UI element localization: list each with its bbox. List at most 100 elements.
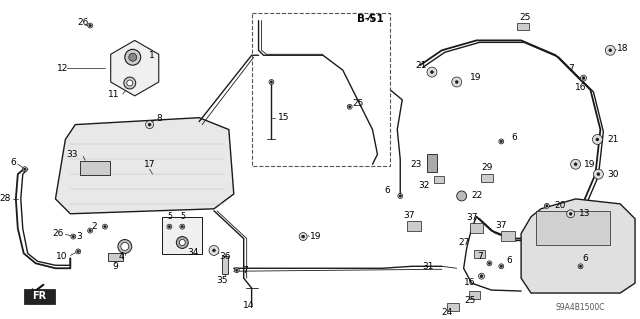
- Text: 16: 16: [464, 278, 476, 287]
- Text: 33: 33: [67, 150, 78, 159]
- Circle shape: [545, 204, 549, 208]
- Text: 5: 5: [168, 212, 172, 221]
- Text: 6: 6: [511, 133, 517, 142]
- Text: 5: 5: [180, 212, 185, 221]
- Circle shape: [77, 250, 79, 253]
- Text: 19: 19: [584, 160, 595, 169]
- Circle shape: [270, 81, 273, 83]
- Text: 8: 8: [157, 114, 163, 123]
- Text: 23: 23: [411, 160, 422, 169]
- Text: 15: 15: [278, 113, 290, 122]
- Text: 14: 14: [243, 301, 254, 310]
- Bar: [481, 174, 493, 182]
- Circle shape: [580, 75, 586, 81]
- Circle shape: [89, 24, 92, 27]
- Circle shape: [500, 265, 502, 267]
- Text: 25: 25: [464, 296, 476, 306]
- Circle shape: [127, 80, 132, 86]
- Circle shape: [431, 70, 433, 74]
- Circle shape: [593, 169, 604, 179]
- Circle shape: [124, 77, 136, 89]
- Circle shape: [209, 246, 219, 256]
- Bar: [24, 289, 56, 304]
- Circle shape: [399, 195, 401, 197]
- Text: 37: 37: [466, 213, 477, 222]
- Circle shape: [499, 264, 504, 269]
- Text: 7: 7: [477, 252, 483, 261]
- Bar: [222, 256, 228, 274]
- Text: 3: 3: [76, 232, 82, 241]
- Text: 27: 27: [458, 238, 470, 247]
- Text: 20: 20: [555, 201, 566, 210]
- Text: 25: 25: [353, 99, 364, 108]
- Circle shape: [168, 226, 171, 228]
- Text: 32: 32: [419, 181, 430, 189]
- Circle shape: [569, 212, 572, 215]
- Text: 21: 21: [415, 61, 427, 70]
- Circle shape: [452, 77, 461, 87]
- Circle shape: [148, 123, 151, 126]
- Text: 2: 2: [92, 222, 97, 231]
- Text: 6: 6: [506, 256, 512, 265]
- Circle shape: [427, 67, 437, 77]
- Circle shape: [146, 121, 154, 129]
- Bar: [468, 291, 481, 299]
- Circle shape: [269, 79, 274, 85]
- Text: 7: 7: [568, 63, 573, 73]
- Circle shape: [234, 268, 239, 273]
- Text: S9A4B1500C: S9A4B1500C: [556, 303, 605, 312]
- Text: 18: 18: [617, 44, 628, 53]
- Text: 37: 37: [403, 211, 415, 220]
- Circle shape: [398, 193, 403, 198]
- Text: 25: 25: [520, 13, 531, 22]
- Text: 6: 6: [10, 158, 16, 167]
- Circle shape: [212, 249, 216, 252]
- Bar: [434, 176, 444, 183]
- Text: 26: 26: [52, 229, 63, 238]
- Circle shape: [582, 77, 585, 79]
- Text: 28: 28: [0, 194, 11, 204]
- Circle shape: [179, 240, 185, 246]
- Circle shape: [129, 53, 137, 61]
- Circle shape: [349, 106, 351, 108]
- Text: 10: 10: [56, 252, 67, 261]
- Circle shape: [488, 262, 491, 264]
- Text: 1: 1: [148, 51, 154, 60]
- Circle shape: [596, 138, 599, 141]
- Text: 29: 29: [481, 163, 493, 172]
- Text: 11: 11: [108, 90, 120, 100]
- Circle shape: [597, 173, 600, 176]
- Circle shape: [605, 45, 615, 55]
- Circle shape: [299, 233, 307, 241]
- Circle shape: [236, 269, 238, 271]
- Text: 6: 6: [385, 187, 390, 196]
- Circle shape: [88, 228, 93, 233]
- Circle shape: [121, 242, 129, 250]
- Circle shape: [180, 224, 185, 229]
- Circle shape: [118, 240, 132, 253]
- Circle shape: [455, 80, 458, 84]
- Circle shape: [125, 49, 141, 65]
- Text: 30: 30: [607, 170, 619, 179]
- Bar: [501, 231, 515, 241]
- Circle shape: [457, 191, 467, 201]
- Bar: [517, 23, 529, 31]
- Circle shape: [500, 140, 502, 143]
- Text: 13: 13: [579, 209, 590, 218]
- Circle shape: [579, 265, 582, 267]
- Circle shape: [102, 224, 108, 229]
- Circle shape: [104, 226, 106, 228]
- Polygon shape: [56, 118, 234, 214]
- Text: 17: 17: [144, 160, 156, 169]
- Circle shape: [177, 237, 188, 249]
- Text: 9: 9: [112, 262, 118, 271]
- Text: 36: 36: [219, 252, 230, 261]
- Text: 19: 19: [470, 72, 481, 82]
- Text: 6: 6: [582, 254, 588, 263]
- Text: 4: 4: [119, 252, 125, 261]
- Text: 16: 16: [575, 84, 586, 93]
- Text: 34: 34: [188, 248, 198, 257]
- Bar: [447, 303, 459, 311]
- Text: 24: 24: [441, 308, 452, 317]
- Circle shape: [566, 210, 575, 218]
